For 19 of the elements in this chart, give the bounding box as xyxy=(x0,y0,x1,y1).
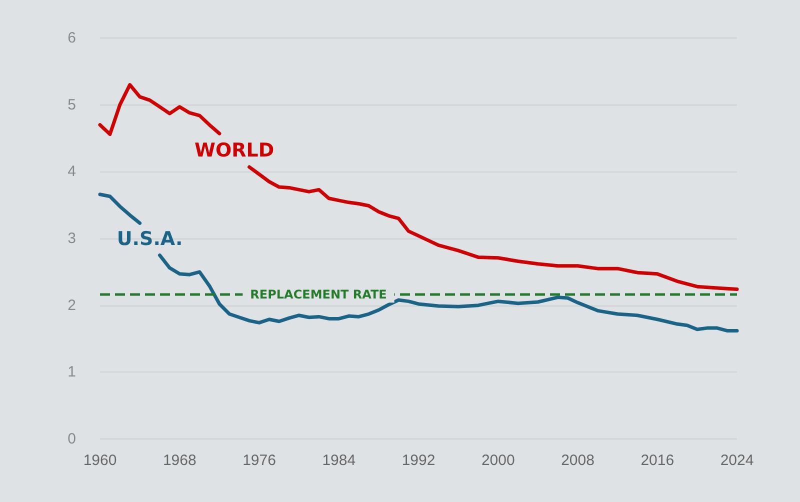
x-tick-label: 2024 xyxy=(720,452,754,469)
x-tick-label: 1976 xyxy=(242,452,276,469)
series-label: WORLD xyxy=(194,139,274,162)
x-tick-label: 2008 xyxy=(561,452,594,469)
y-tick-label: 1 xyxy=(68,364,76,381)
ref-line-label: REPLACEMENT RATE xyxy=(250,288,387,302)
y-tick-label: 5 xyxy=(68,96,76,114)
x-tick-label: 2016 xyxy=(640,452,674,469)
y-tick-label: 3 xyxy=(68,230,76,247)
x-tick-label: 1968 xyxy=(162,452,196,469)
y-tick-label: 4 xyxy=(68,163,76,180)
x-tick-label: 2000 xyxy=(481,452,515,469)
x-tick-label: 1992 xyxy=(402,452,436,469)
y-tick-label: 6 xyxy=(68,30,76,46)
series-label: U.S.A. xyxy=(116,228,183,250)
y-tick-label: 2 xyxy=(68,296,76,314)
x-tick-label: 1984 xyxy=(322,452,356,469)
y-tick-label: 0 xyxy=(68,430,76,448)
x-tick-label: 1960 xyxy=(83,452,117,469)
